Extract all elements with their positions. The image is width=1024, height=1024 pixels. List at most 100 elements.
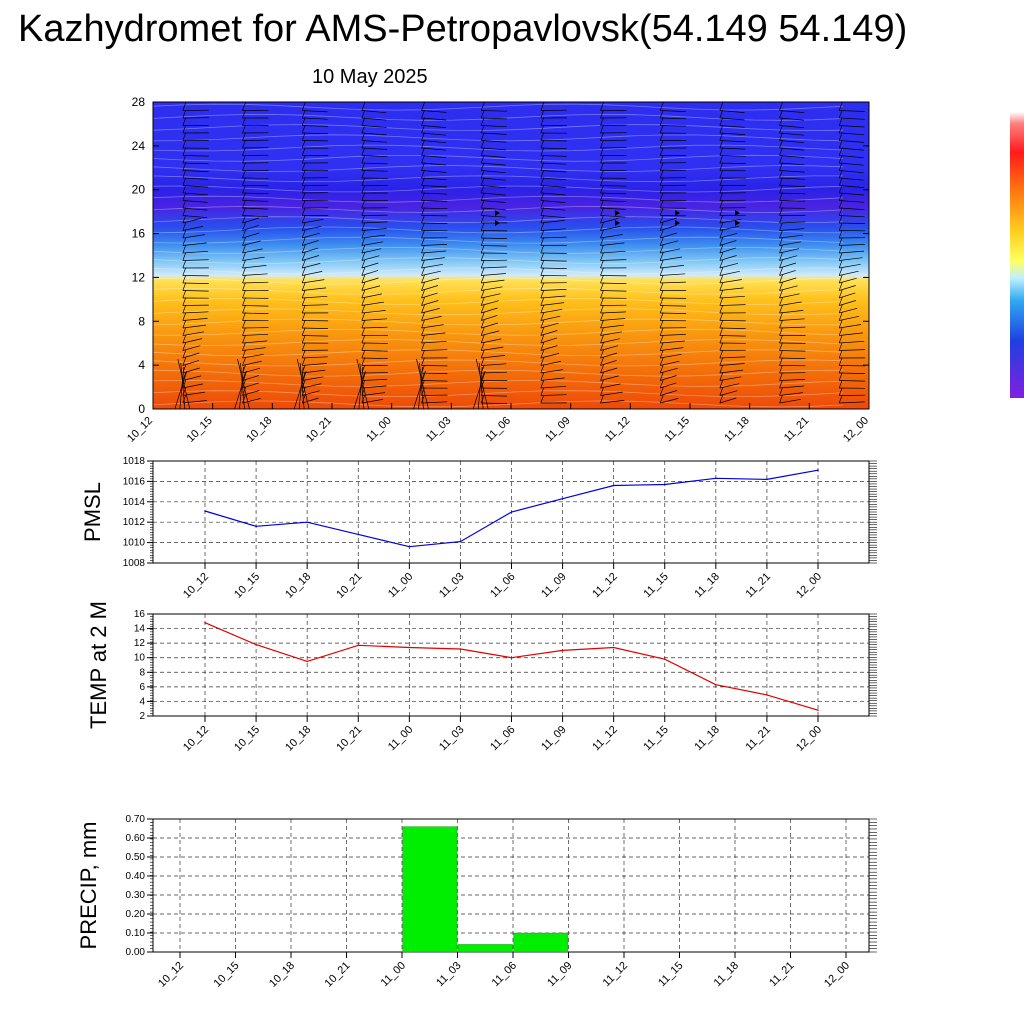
barb-flag xyxy=(540,117,545,126)
barb-flag xyxy=(242,312,246,321)
barb-surface xyxy=(413,370,426,409)
barb-flag xyxy=(600,124,604,134)
barb-flag xyxy=(421,304,425,314)
barb-flag xyxy=(779,372,783,381)
barb-flag xyxy=(838,252,843,261)
barb-flag xyxy=(182,162,187,171)
barb-staff xyxy=(242,232,260,239)
barb-flag xyxy=(301,244,306,254)
barb-staff xyxy=(540,185,566,188)
barb-staff xyxy=(421,117,447,121)
barb-staff xyxy=(182,383,204,389)
ytick-label: 0.30 xyxy=(126,890,146,901)
barb-staff xyxy=(600,207,626,210)
barb-flag xyxy=(719,139,724,149)
barb-staff xyxy=(540,345,558,351)
barb-flag xyxy=(361,177,366,186)
barb-flag xyxy=(301,327,306,336)
barb-flag xyxy=(779,237,783,246)
xtick-label: 11_15 xyxy=(641,571,671,601)
barb-staff xyxy=(242,375,260,381)
barb-staff xyxy=(421,332,446,336)
barb-staff xyxy=(540,302,565,306)
barb-flag xyxy=(659,274,664,284)
barb-staff xyxy=(660,340,685,344)
barb-flag xyxy=(779,289,783,299)
barb-flag xyxy=(540,207,545,216)
barb-flag xyxy=(719,327,724,336)
barb-flag xyxy=(242,117,246,126)
barb-flag xyxy=(361,372,366,381)
pmsl-point xyxy=(561,497,564,500)
isoline xyxy=(153,175,843,183)
barb-flag xyxy=(301,162,306,171)
barb-staff xyxy=(779,318,805,321)
xtick-label: 11_21 xyxy=(767,960,797,990)
isoline xyxy=(153,298,844,305)
barb-flag xyxy=(361,297,366,306)
barb-staff xyxy=(600,185,627,187)
barb-flag xyxy=(421,357,425,366)
barb-surface xyxy=(179,366,185,409)
barb-flag xyxy=(421,237,425,246)
barb-staff xyxy=(540,155,567,157)
barb-flag xyxy=(301,184,306,194)
barb-flag xyxy=(838,169,843,179)
barb-flag xyxy=(659,117,664,126)
barb-flag xyxy=(719,229,724,239)
barb-staff xyxy=(779,255,798,261)
barb-staff xyxy=(600,250,626,254)
barb-staff xyxy=(481,346,504,351)
barb-flag xyxy=(659,229,664,239)
barb-flag xyxy=(182,274,187,284)
barb-staff xyxy=(600,331,622,336)
barb-staff xyxy=(421,324,444,329)
barb-flag xyxy=(540,102,545,111)
barb-flag xyxy=(779,184,783,194)
isoline xyxy=(153,144,844,152)
barb-flag xyxy=(659,177,664,186)
barb-flag xyxy=(301,349,306,359)
pennant xyxy=(495,210,500,216)
barb-staff xyxy=(839,250,865,254)
barb-staff xyxy=(481,371,508,374)
barb-flag xyxy=(182,379,187,389)
barb-staff xyxy=(839,340,865,344)
pmsl-point xyxy=(204,510,206,512)
barb-staff xyxy=(481,338,502,344)
barb-flag xyxy=(659,394,664,404)
barb-flag xyxy=(361,237,366,246)
barb-flag xyxy=(480,199,485,209)
barb-flag xyxy=(182,357,187,366)
barb-staff xyxy=(242,390,260,396)
barb-flag xyxy=(182,229,187,239)
barb-staff xyxy=(540,289,567,291)
barb-flag xyxy=(421,132,425,141)
ytick-label: 1016 xyxy=(123,476,146,487)
barb-surface xyxy=(358,366,364,409)
xtick-label: 11_03 xyxy=(437,724,467,754)
barb-flag xyxy=(779,177,783,186)
barb-flag xyxy=(182,207,187,216)
barb-flag xyxy=(480,132,485,141)
barb-flag xyxy=(659,244,664,254)
temp-point xyxy=(817,709,819,711)
barb-flag xyxy=(301,379,306,389)
barb-staff xyxy=(361,277,379,284)
barb-flag xyxy=(719,252,724,261)
barb-flag xyxy=(480,184,485,194)
barb-flag xyxy=(301,207,306,216)
barb-flag xyxy=(480,274,485,284)
barb-flag xyxy=(838,357,843,366)
barb-surface xyxy=(296,358,310,409)
xtick-label: 10_18 xyxy=(267,960,297,990)
barb-staff xyxy=(302,110,328,113)
barb-staff xyxy=(600,225,621,231)
barb-flag xyxy=(600,387,604,396)
barb-staff xyxy=(540,207,566,211)
barb-flag xyxy=(838,259,843,269)
barb-staff xyxy=(779,277,797,284)
barb-flag xyxy=(838,267,843,276)
barb-flag xyxy=(540,372,545,381)
barb-staff xyxy=(540,162,567,165)
